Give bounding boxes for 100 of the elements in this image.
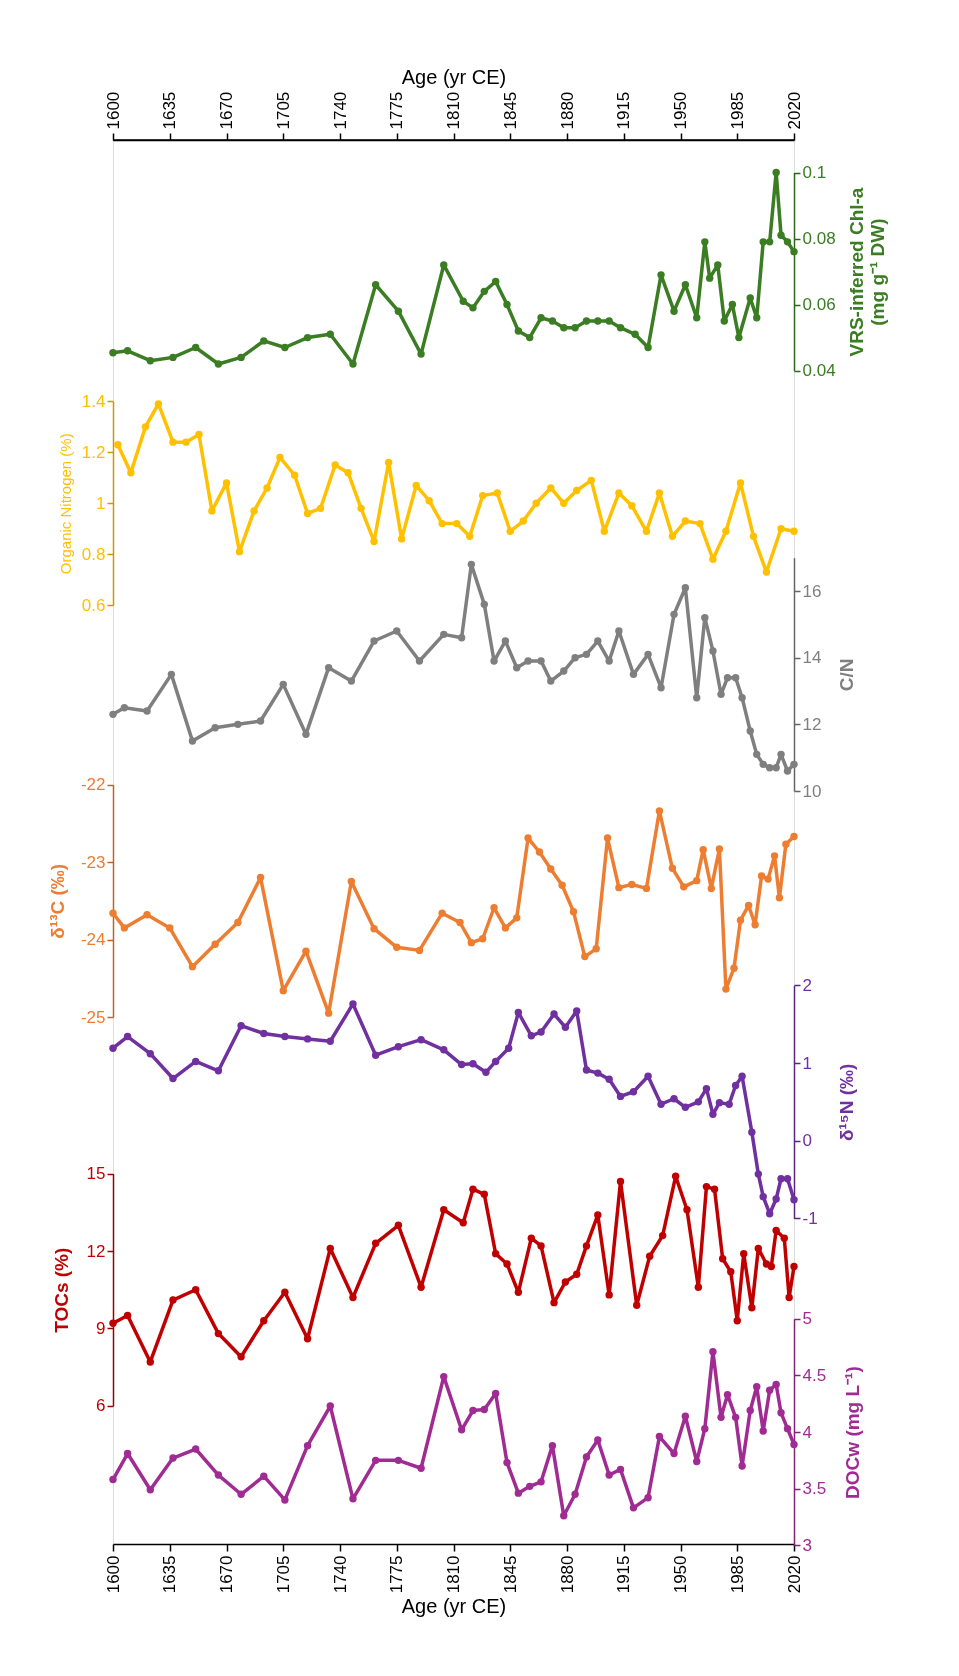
point [537, 657, 545, 665]
point [547, 677, 555, 685]
point [550, 1298, 558, 1307]
x-tick-label: 1670 [217, 1555, 236, 1594]
point [214, 360, 223, 368]
point [616, 1465, 625, 1474]
point [263, 484, 271, 492]
point [469, 304, 477, 312]
y-tick-label: 0 [802, 1131, 812, 1151]
point [642, 884, 651, 893]
point [453, 519, 461, 528]
point [123, 1311, 132, 1320]
y-tick-label: 1.2 [81, 442, 106, 462]
x-tick-label: 1810 [444, 1555, 463, 1594]
point [560, 323, 568, 332]
point [412, 481, 420, 490]
x-tick-label: 1775 [387, 1555, 407, 1594]
y-tick-label: 0.08 [802, 229, 836, 249]
point [250, 507, 258, 515]
point [394, 1042, 403, 1051]
point [573, 1007, 581, 1015]
point [370, 924, 378, 933]
point [537, 1028, 545, 1036]
point [503, 300, 511, 309]
point [513, 914, 521, 922]
point [457, 1426, 466, 1434]
point [754, 1170, 763, 1178]
point [548, 317, 557, 325]
point [506, 527, 514, 535]
point [146, 1049, 154, 1058]
point [765, 1386, 774, 1394]
point [394, 307, 403, 315]
point [668, 864, 677, 872]
point [709, 1348, 717, 1356]
point [417, 1464, 425, 1472]
point [723, 1391, 732, 1399]
point [671, 1172, 680, 1180]
point [326, 1402, 334, 1410]
point [764, 875, 772, 883]
y-tick-label: 15 [86, 1164, 106, 1184]
point [303, 333, 312, 342]
point [790, 1440, 798, 1449]
point [655, 489, 664, 497]
point [109, 349, 117, 357]
point [234, 720, 242, 729]
point [397, 535, 406, 543]
point [709, 555, 717, 563]
point [694, 1098, 703, 1106]
point [693, 1457, 701, 1466]
point [526, 333, 534, 342]
point [524, 657, 532, 665]
point [772, 1195, 780, 1203]
point [370, 537, 378, 546]
x-tick-label: 1915 [614, 1555, 634, 1594]
point [657, 1100, 665, 1108]
point [237, 1022, 245, 1030]
point [537, 1478, 545, 1486]
point [783, 767, 792, 775]
point [762, 568, 771, 576]
point [751, 921, 759, 929]
point [681, 1412, 690, 1420]
point [514, 1008, 523, 1017]
y-axis-title: TOCs (%) [50, 1247, 72, 1333]
point [480, 1405, 489, 1414]
point [169, 438, 177, 446]
point [234, 918, 242, 927]
point [628, 502, 636, 510]
point [759, 760, 767, 769]
point [629, 1088, 638, 1096]
point [303, 1441, 312, 1450]
point [615, 883, 623, 892]
point [715, 1098, 724, 1107]
point [733, 1317, 741, 1325]
point [120, 924, 129, 932]
point [600, 527, 608, 535]
y-axis-title: DOCw (mg L⁻¹) [841, 1366, 863, 1499]
point [290, 471, 299, 479]
point [537, 1242, 545, 1250]
point [670, 1449, 678, 1458]
point [748, 1304, 756, 1312]
point [693, 314, 701, 322]
point [753, 1383, 761, 1391]
point [558, 881, 566, 890]
y-axis-title: δ¹³C (‰) [46, 863, 68, 939]
point [384, 458, 393, 467]
point [123, 1032, 132, 1041]
x-axis-title: Age (yr CE) [401, 1595, 507, 1618]
point [628, 880, 636, 889]
point [592, 945, 600, 953]
x2-tick-label: 1670 [217, 91, 236, 130]
point [560, 499, 568, 507]
point [644, 1072, 652, 1080]
point [503, 1458, 511, 1467]
point [524, 834, 532, 842]
point [349, 360, 357, 368]
point [550, 1010, 558, 1018]
point [767, 1262, 776, 1271]
y-tick-label: -25 [80, 1007, 106, 1027]
point [582, 650, 591, 659]
y-tick-label: 9 [96, 1318, 106, 1338]
